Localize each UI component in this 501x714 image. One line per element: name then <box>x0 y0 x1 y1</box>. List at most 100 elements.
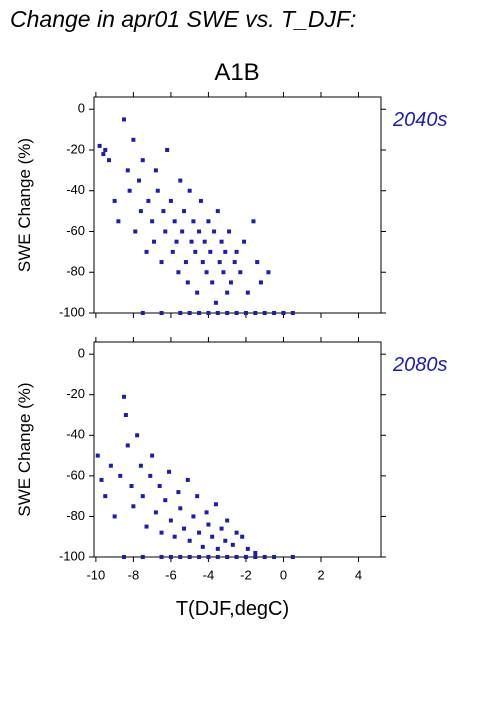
point <box>182 526 187 531</box>
point <box>200 260 205 265</box>
point <box>157 484 162 489</box>
y-tick-label: -100 <box>59 304 85 319</box>
y-tick-label: -40 <box>66 182 85 197</box>
point <box>230 542 235 547</box>
point <box>206 311 211 315</box>
point <box>197 555 202 559</box>
point <box>213 502 218 507</box>
point <box>163 498 168 503</box>
y-tick-label: -80 <box>66 508 85 523</box>
x-tick-label: 0 <box>280 567 287 582</box>
point <box>170 249 175 254</box>
point <box>210 280 215 285</box>
point <box>245 546 250 551</box>
point <box>187 555 192 559</box>
point <box>204 510 209 515</box>
x-tick-label: -6 <box>165 567 177 582</box>
point <box>137 178 142 183</box>
point <box>159 555 164 559</box>
point <box>258 280 263 285</box>
point <box>193 249 198 254</box>
point <box>197 530 202 535</box>
point <box>150 219 155 224</box>
point <box>122 394 127 399</box>
point <box>152 239 157 244</box>
point <box>122 555 127 559</box>
point <box>225 518 230 523</box>
panel-label: 2040s <box>392 109 448 131</box>
point <box>243 311 248 315</box>
point <box>138 209 143 214</box>
point <box>123 413 128 418</box>
point <box>140 311 145 315</box>
point <box>251 219 256 224</box>
point <box>223 538 228 543</box>
point <box>197 229 202 234</box>
point <box>129 484 134 489</box>
point <box>242 239 247 244</box>
y-tick-label: -20 <box>66 386 85 401</box>
point <box>240 534 245 539</box>
point <box>161 209 166 214</box>
point <box>221 270 226 275</box>
point <box>107 158 112 163</box>
point <box>176 270 181 275</box>
x-tick-label: 2 <box>317 567 324 582</box>
point <box>290 311 295 315</box>
point <box>215 311 220 315</box>
point <box>144 524 149 529</box>
point <box>150 453 155 458</box>
point <box>122 117 127 122</box>
point <box>172 534 177 539</box>
point <box>178 555 183 559</box>
point <box>208 249 213 254</box>
y-axis-label: SWE Change (%) <box>15 138 34 272</box>
point <box>99 477 104 482</box>
point <box>255 260 260 265</box>
point <box>198 198 203 203</box>
point <box>206 555 211 559</box>
point <box>213 300 218 305</box>
point <box>118 473 123 478</box>
point <box>103 494 108 499</box>
point <box>243 555 248 559</box>
point <box>262 311 267 315</box>
point <box>225 555 230 559</box>
point <box>174 239 179 244</box>
point <box>210 534 215 539</box>
point <box>219 239 224 244</box>
point <box>127 188 132 193</box>
point <box>253 555 258 559</box>
point <box>227 229 232 234</box>
y-tick-label: -80 <box>66 264 85 279</box>
panel-label: 2080s <box>392 354 448 376</box>
point <box>219 526 224 531</box>
point <box>155 188 160 193</box>
point <box>206 219 211 224</box>
point <box>225 290 230 295</box>
point <box>212 229 217 234</box>
point <box>228 280 233 285</box>
point <box>146 198 151 203</box>
point <box>101 152 106 157</box>
point <box>178 178 183 183</box>
point <box>112 198 117 203</box>
y-tick-label: -60 <box>66 223 85 238</box>
point <box>95 453 100 458</box>
point <box>191 219 196 224</box>
point <box>206 522 211 527</box>
point <box>180 229 185 234</box>
point <box>217 260 222 265</box>
point <box>148 473 153 478</box>
point <box>168 518 173 523</box>
point <box>187 188 192 193</box>
point <box>189 239 194 244</box>
point <box>159 260 164 265</box>
point <box>223 249 228 254</box>
point <box>135 433 140 438</box>
point <box>281 311 286 315</box>
point <box>262 555 267 559</box>
point <box>245 290 250 295</box>
point <box>185 477 190 482</box>
point <box>159 530 164 535</box>
